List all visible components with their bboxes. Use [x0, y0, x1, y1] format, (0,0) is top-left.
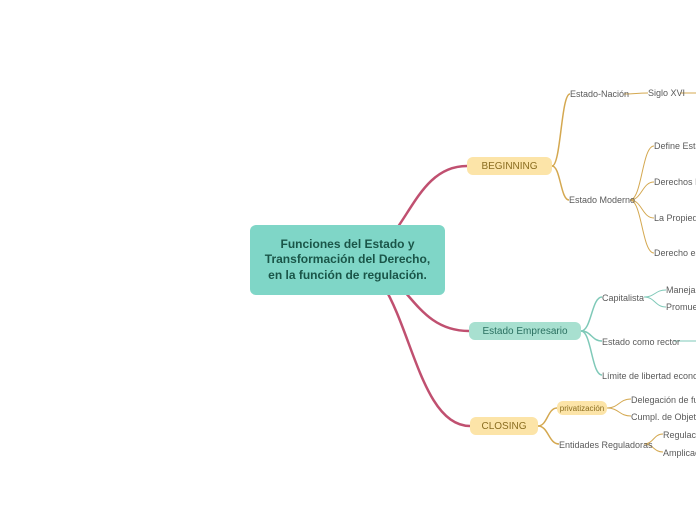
leaf: Entidades Reguladoras	[559, 440, 653, 450]
leaf: Estado como rector	[602, 337, 680, 347]
leaf: Regulació	[663, 430, 696, 440]
leaf: Cumpl. de Objetivo	[631, 412, 696, 422]
leaf: La Propiedad	[654, 213, 696, 223]
leaf: Estado Moderno	[569, 195, 635, 205]
leaf: Promueve	[666, 302, 696, 312]
node: privatización	[557, 401, 607, 415]
leaf: Derechos In	[654, 177, 696, 187]
leaf: Delegación de funci	[631, 395, 696, 405]
leaf: Estado-Nación	[570, 89, 629, 99]
leaf: Maneja E	[666, 285, 696, 295]
empresario: Estado Empresario	[469, 322, 581, 340]
leaf: Capitalista	[602, 293, 644, 303]
closing: CLOSING	[470, 417, 538, 435]
leaf: Define Estad	[654, 141, 696, 151]
leaf: Siglo XVI	[648, 88, 685, 98]
leaf: Límite de libertad economía	[602, 371, 696, 381]
beginning: BEGINNING	[467, 157, 552, 175]
central-node: Funciones del Estado y Transformación de…	[250, 225, 445, 295]
leaf: Amplicaci	[663, 448, 696, 458]
leaf: Derecho esta	[654, 248, 696, 258]
